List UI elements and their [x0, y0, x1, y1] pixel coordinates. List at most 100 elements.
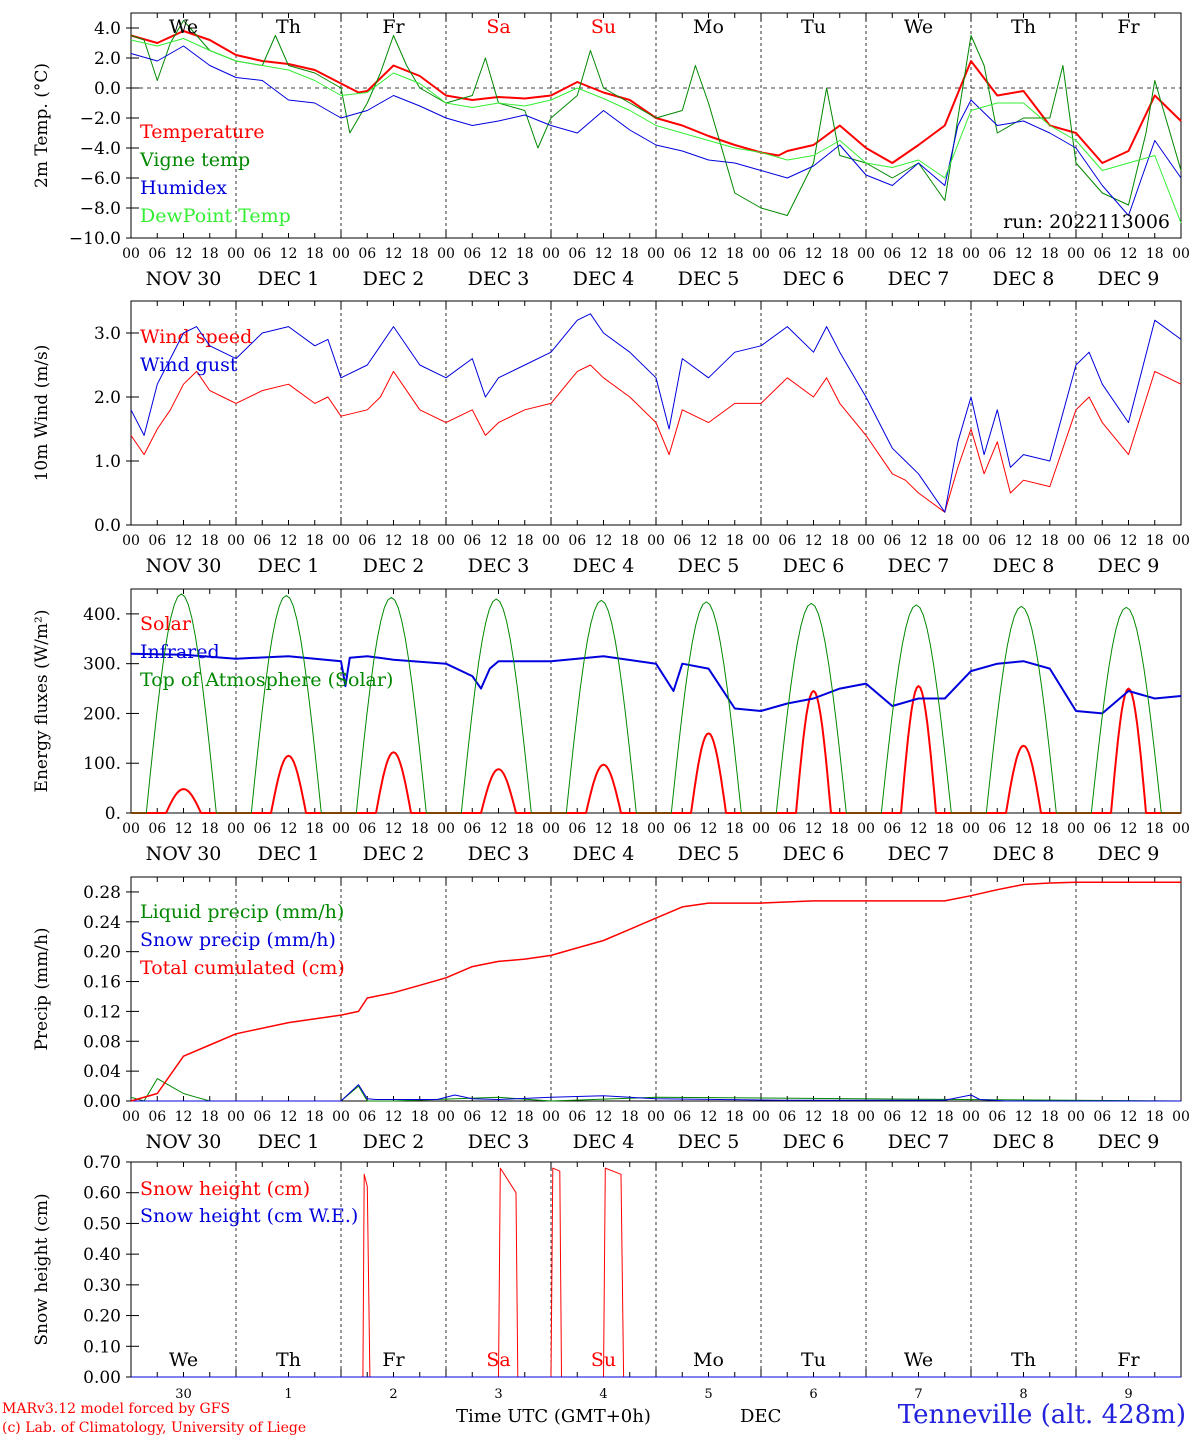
y-tick-label: 200.: [83, 704, 121, 724]
series-line-dewpoint-temp: [130, 38, 1182, 224]
weekday-label: Su: [591, 1349, 616, 1371]
hour-tick-label: 18: [516, 821, 534, 837]
hour-tick-label: 18: [726, 1109, 744, 1125]
hour-tick-label: 18: [411, 821, 429, 837]
hour-tick-label: 06: [988, 246, 1006, 262]
legend-entry: Vigne temp: [139, 149, 250, 171]
legend-entry: Wind gust: [140, 354, 238, 376]
y-tick-label: 0.0: [94, 79, 121, 99]
hour-tick-label: 12: [490, 533, 508, 549]
hour-tick-label: 06: [358, 1109, 376, 1125]
hour-tick-label: 00: [962, 246, 980, 262]
y-tick-label: 0.: [105, 804, 121, 824]
date-label: DEC 4: [573, 1131, 635, 1153]
hour-tick-label: 06: [1093, 821, 1111, 837]
hour-tick-label: 18: [831, 1109, 849, 1125]
y-axis-label: Snow height (cm): [32, 1193, 52, 1345]
hour-tick-label: 12: [910, 821, 928, 837]
hour-tick-label: 18: [516, 533, 534, 549]
y-axis-label: Energy fluxes (W/m²): [32, 610, 52, 793]
y-tick-label: 2.0: [94, 388, 121, 408]
legend-entry: DewPoint Temp: [140, 205, 291, 227]
date-label: DEC 7: [888, 843, 950, 865]
date-label: DEC 9: [1098, 1131, 1160, 1153]
hour-tick-label: 12: [700, 1109, 718, 1125]
date-number-label: 30: [175, 1387, 192, 1402]
weekday-label: Tu: [801, 1349, 826, 1371]
legend-entry: Liquid precip (mm/h): [140, 901, 344, 923]
hour-tick-label: 12: [595, 1109, 613, 1125]
hour-tick-label: 18: [1041, 246, 1059, 262]
legend-entry: Infrared: [140, 641, 220, 663]
y-tick-label: −10.0: [69, 229, 121, 249]
y-tick-label: 2.0: [94, 49, 121, 69]
legend-entry: Top of Atmosphere (Solar): [140, 669, 393, 691]
hour-tick-label: 00: [227, 246, 245, 262]
date-label: DEC 2: [363, 843, 425, 865]
hour-tick-label: 18: [621, 533, 639, 549]
hour-tick-label: 18: [1146, 821, 1164, 837]
hour-tick-label: 00: [122, 1109, 140, 1125]
hour-tick-label: 00: [542, 533, 560, 549]
hour-tick-label: 06: [673, 246, 691, 262]
y-tick-label: 0.12: [83, 1002, 121, 1022]
hour-tick-label: 12: [595, 246, 613, 262]
y-tick-label: −2.0: [80, 109, 121, 129]
hour-tick-label: 00: [962, 821, 980, 837]
hour-tick-label: 12: [805, 1109, 823, 1125]
date-label: DEC 3: [468, 268, 530, 290]
y-tick-label: 0.10: [83, 1337, 121, 1357]
date-label: DEC 8: [993, 555, 1055, 577]
series-line-top-of-atmosphere-solar-: [131, 593, 1181, 814]
hour-tick-label: 12: [385, 821, 403, 837]
hour-tick-label: 06: [778, 246, 796, 262]
hour-tick-label: 18: [831, 821, 849, 837]
legend-entry: Solar: [140, 613, 192, 635]
series-line-wind-gust: [130, 313, 1182, 513]
y-tick-label: 0.60: [83, 1184, 121, 1204]
plot-frame: [130, 588, 1182, 814]
hour-tick-label: 12: [280, 533, 298, 549]
hour-tick-label: 06: [358, 246, 376, 262]
hour-tick-label: 18: [936, 533, 954, 549]
hour-tick-label: 12: [595, 821, 613, 837]
hour-tick-label: 12: [910, 533, 928, 549]
run-label: run: 2022113006: [1003, 211, 1170, 233]
date-label: DEC 4: [573, 268, 635, 290]
hour-tick-label: 06: [883, 1109, 901, 1125]
hour-tick-label: 12: [175, 1109, 193, 1125]
model-credit: MARv3.12 model forced by GFS: [2, 1401, 231, 1417]
y-tick-label: 0.08: [83, 1032, 121, 1052]
hour-tick-label: 06: [148, 246, 166, 262]
hour-tick-label: 06: [673, 533, 691, 549]
y-tick-label: 0.30: [83, 1276, 121, 1296]
hour-tick-label: 00: [227, 821, 245, 837]
plot-frame: [130, 300, 1182, 526]
hour-tick-label: 06: [883, 533, 901, 549]
hour-tick-label: 06: [1093, 246, 1111, 262]
hour-tick-label: 18: [1041, 533, 1059, 549]
hour-tick-label: 06: [463, 533, 481, 549]
hour-tick-label: 06: [673, 1109, 691, 1125]
hour-tick-label: 18: [306, 246, 324, 262]
y-tick-label: 0.70: [83, 1153, 121, 1173]
hour-tick-label: 00: [647, 246, 665, 262]
hour-tick-label: 00: [437, 821, 455, 837]
hour-tick-label: 18: [201, 246, 219, 262]
hour-tick-label: 12: [1015, 533, 1033, 549]
date-label: NOV 30: [146, 555, 222, 577]
hour-tick-label: 12: [490, 1109, 508, 1125]
hour-tick-label: 12: [1120, 533, 1138, 549]
y-tick-label: 300.: [83, 655, 121, 675]
hour-tick-label: 18: [516, 246, 534, 262]
hour-tick-label: 00: [332, 533, 350, 549]
hour-tick-label: 00: [857, 1109, 875, 1125]
weekday-label: Th: [276, 16, 301, 38]
hour-tick-label: 06: [568, 533, 586, 549]
hour-tick-label: 18: [411, 1109, 429, 1125]
date-number-label: 2: [389, 1387, 397, 1402]
date-number-label: 3: [494, 1387, 502, 1402]
hour-tick-label: 06: [988, 533, 1006, 549]
weekday-label: We: [904, 16, 933, 38]
hour-tick-label: 18: [621, 246, 639, 262]
